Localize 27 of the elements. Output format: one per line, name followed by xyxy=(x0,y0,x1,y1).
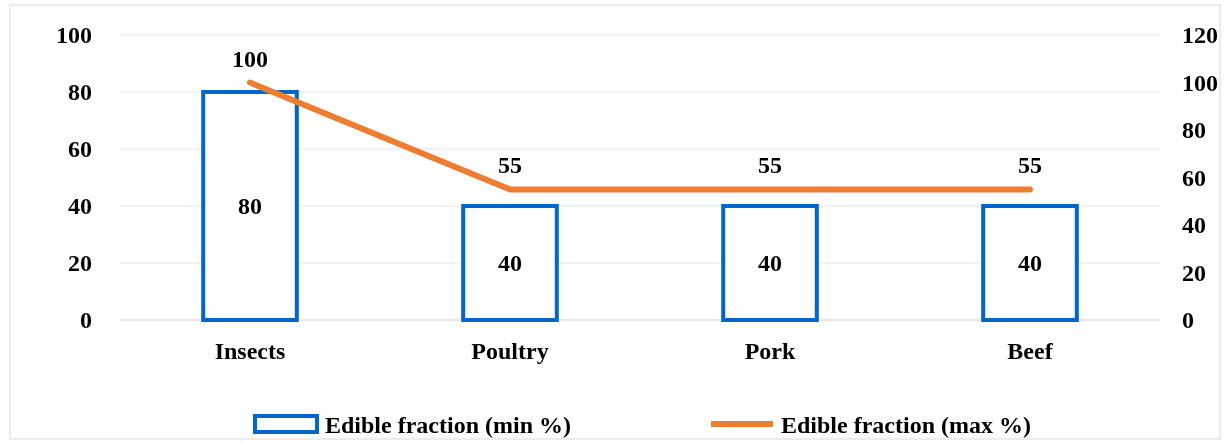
y-tick-label: 100 xyxy=(56,22,92,49)
data-label: 55 xyxy=(498,152,522,179)
y-tick-label: 20 xyxy=(68,250,92,277)
data-label: 80 xyxy=(238,193,262,219)
x-tick-label: Poultry xyxy=(471,338,549,365)
data-label: 100 xyxy=(232,45,268,72)
y-tick-label: 0 xyxy=(80,307,92,334)
data-label: 40 xyxy=(498,250,522,276)
y2-tick-label: 40 xyxy=(1182,212,1206,239)
y-tick-label: 40 xyxy=(68,193,92,220)
data-label: 40 xyxy=(1018,250,1042,276)
x-tick-label: Beef xyxy=(1007,338,1054,365)
data-label: 55 xyxy=(758,152,782,179)
y2-tick-label: 60 xyxy=(1182,164,1206,191)
data-label: 40 xyxy=(758,250,782,276)
y2-tick-label: 0 xyxy=(1182,307,1194,334)
x-tick-label: Pork xyxy=(744,338,796,365)
legend-label: Edible fraction (max %) xyxy=(781,412,1031,438)
y-tick-label: 60 xyxy=(68,136,92,163)
y2-tick-label: 20 xyxy=(1182,259,1206,286)
y2-tick-label: 100 xyxy=(1182,69,1218,96)
legend-label: Edible fraction (min %) xyxy=(325,412,571,438)
y2-tick-label: 120 xyxy=(1182,22,1218,49)
y-tick-label: 80 xyxy=(68,79,92,106)
x-tick-label: Insects xyxy=(214,338,286,365)
y2-tick-label: 80 xyxy=(1182,117,1206,144)
data-label: 55 xyxy=(1018,152,1042,179)
